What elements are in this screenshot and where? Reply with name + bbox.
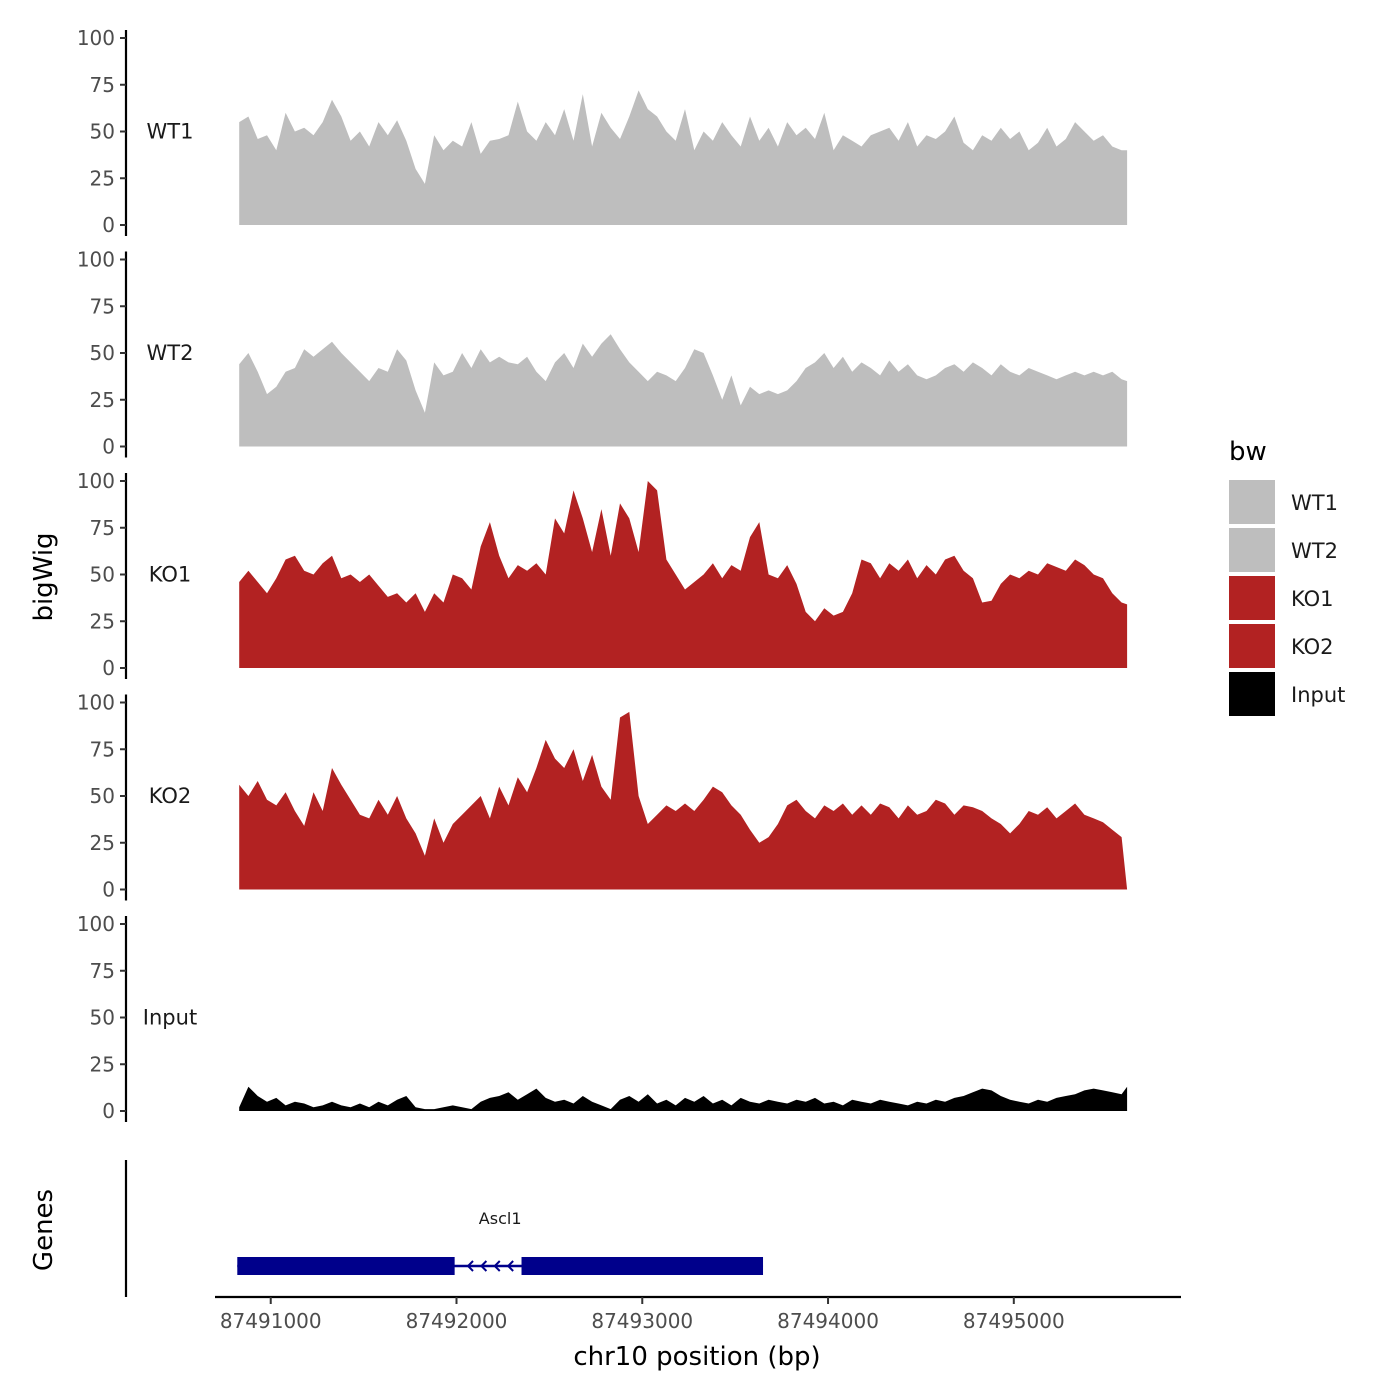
track-wt1: 0 25 50 75 100 WT1: [77, 26, 1128, 237]
y-tick-label: 50: [90, 341, 115, 365]
y-tick-label: 50: [90, 784, 115, 808]
strand-arrow: [466, 1260, 474, 1272]
legend-title: bw: [1229, 437, 1267, 467]
y-tick-label: 50: [90, 1006, 115, 1030]
gene-label: Ascl1: [479, 1209, 522, 1228]
legend-key: [1229, 624, 1275, 668]
track-ko1: 0 25 50 75 100 KO1: [77, 469, 1128, 680]
y-tick-label: 75: [90, 73, 115, 97]
y-tick-label: 100: [77, 469, 115, 493]
legend-key: [1229, 672, 1275, 716]
x-tick-label: 87494000: [777, 1309, 879, 1333]
series-area-wt1: [239, 90, 1128, 226]
y-tick-label: 25: [90, 831, 115, 855]
legend-item-ko2: KO2: [1229, 624, 1334, 668]
legend-key: [1229, 480, 1275, 524]
legend-label: Input: [1291, 683, 1345, 707]
y-tick-label: 100: [77, 248, 115, 272]
series-area-wt2: [239, 334, 1128, 447]
strand-arrow: [506, 1260, 514, 1272]
y-tick-label: 100: [77, 691, 115, 715]
legend-item-wt2: WT2: [1229, 528, 1338, 572]
y-tick-label: 0: [102, 878, 115, 902]
y-axis-title: bigWig: [29, 532, 59, 621]
y-tick-label: 25: [90, 166, 115, 190]
legend-item-input: Input: [1229, 672, 1345, 716]
legend-item-ko1: KO1: [1229, 576, 1334, 620]
legend: WT1 WT2 KO1 KO2 Input: [1229, 480, 1345, 716]
y-tick-label: 75: [90, 294, 115, 318]
genes-track: Ascl1: [124, 1160, 764, 1297]
x-tick-label: 87495000: [963, 1309, 1065, 1333]
series-area-ko2: [239, 711, 1128, 890]
y-tick-label: 0: [102, 1099, 115, 1123]
gene-exon: [521, 1257, 764, 1275]
y-tick-label: 50: [90, 120, 115, 144]
legend-key: [1229, 576, 1275, 620]
x-tick-label: 87492000: [406, 1309, 508, 1333]
y-tick-label: 25: [90, 388, 115, 412]
legend-key: [1229, 528, 1275, 572]
y-tick-label: 75: [90, 516, 115, 540]
track-label: WT1: [147, 120, 194, 144]
y-tick-label: 0: [102, 213, 115, 237]
y-tick-label: 0: [102, 656, 115, 680]
legend-label: KO2: [1291, 635, 1334, 659]
y-tick-label: 25: [90, 1052, 115, 1076]
track-label: Input: [143, 1006, 197, 1030]
track-label: WT2: [147, 341, 194, 365]
x-tick-label: 87493000: [591, 1309, 693, 1333]
series-area-ko1: [239, 481, 1128, 668]
gene-exon: [237, 1257, 455, 1275]
legend-label: WT2: [1291, 539, 1338, 563]
y-tick-label: 75: [90, 737, 115, 761]
y-tick-label: 100: [77, 912, 115, 936]
x-tick-label: 87491000: [220, 1309, 322, 1333]
track-ko2: 0 25 50 75 100 KO2: [77, 691, 1128, 902]
track-input: 0 25 50 75 100 Input: [77, 912, 1128, 1123]
genes-axis-title: Genes: [29, 1189, 59, 1271]
x-axis-title: chr10 position (bp): [573, 1342, 820, 1372]
legend-label: WT1: [1291, 491, 1338, 515]
track-label: KO1: [149, 563, 192, 587]
y-tick-label: 50: [90, 563, 115, 587]
legend-item-wt1: WT1: [1229, 480, 1338, 524]
track-label: KO2: [149, 784, 192, 808]
y-tick-label: 0: [102, 435, 115, 459]
track-panels: 0255075100WT10255075100WT20255075100KO10…: [77, 26, 1128, 1123]
gene-ascl1: Ascl1: [237, 1209, 764, 1275]
y-tick-label: 75: [90, 959, 115, 983]
legend-label: KO1: [1291, 587, 1334, 611]
y-tick-label: 25: [90, 609, 115, 633]
series-area-input: [239, 1086, 1128, 1111]
track-wt2: 0 25 50 75 100 WT2: [77, 248, 1128, 459]
x-axis: 87491000 87492000 87493000 87494000 87495000: [215, 1295, 1181, 1333]
strand-arrow: [479, 1260, 488, 1272]
y-tick-label: 100: [77, 26, 115, 50]
strand-arrow: [493, 1260, 501, 1272]
